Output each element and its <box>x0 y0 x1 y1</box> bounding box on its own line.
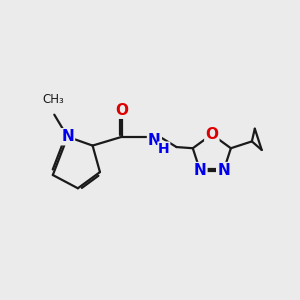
Text: O: O <box>116 103 128 118</box>
Text: N: N <box>148 133 161 148</box>
Text: N: N <box>61 129 74 144</box>
Text: O: O <box>205 127 218 142</box>
Text: CH₃: CH₃ <box>42 93 64 106</box>
Text: H: H <box>158 142 170 156</box>
Text: N: N <box>217 163 230 178</box>
Text: N: N <box>194 163 206 178</box>
